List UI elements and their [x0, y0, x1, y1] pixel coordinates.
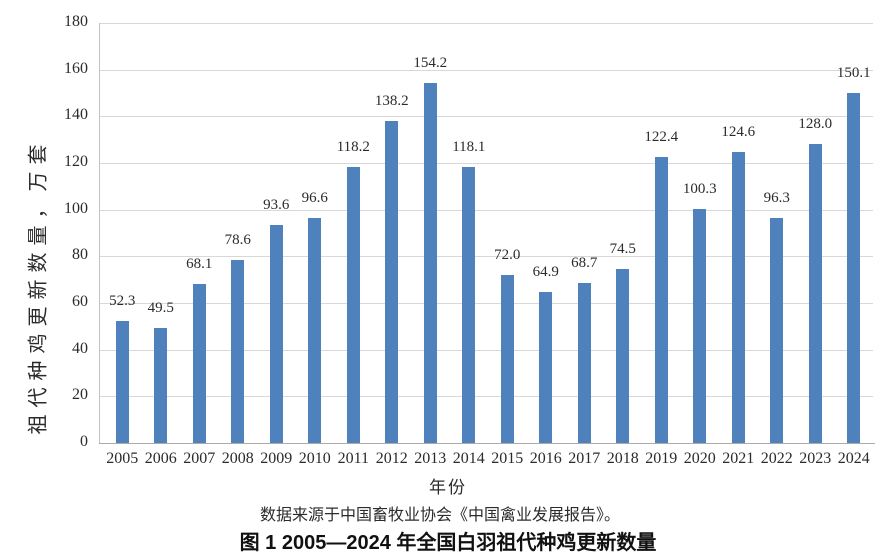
bar-value-label: 74.5 [609, 241, 636, 258]
bar [423, 83, 437, 443]
bar-value-label: 124.6 [721, 124, 756, 141]
x-tick-label: 2016 [529, 450, 562, 467]
bar [154, 327, 168, 443]
bar [385, 120, 399, 443]
x-tick-label: 2006 [144, 450, 177, 467]
bar-value-label: 78.6 [224, 231, 251, 248]
bar [693, 209, 707, 443]
x-tick-label: 2013 [414, 450, 447, 467]
bar [577, 282, 591, 443]
gridline [99, 349, 873, 351]
bar-value-label: 64.9 [532, 263, 559, 280]
bar-value-label: 93.6 [263, 196, 290, 213]
bar [346, 167, 360, 443]
y-tick-label: 0 [80, 433, 88, 450]
figure-caption: 图 1 2005—2024 年全国白羽祖代种鸡更新数量 [239, 532, 657, 554]
bar [616, 269, 630, 443]
y-tick-label: 140 [64, 106, 88, 124]
bar-value-label: 118.2 [336, 139, 370, 156]
x-tick-label: 2022 [760, 450, 793, 467]
bar [770, 218, 784, 443]
x-tick-label: 2010 [298, 450, 331, 467]
bar-value-label: 49.5 [147, 299, 174, 316]
bar-value-label: 96.3 [763, 190, 790, 207]
bar [847, 92, 861, 443]
x-tick-label: 2007 [183, 450, 216, 467]
gridline [99, 209, 873, 211]
x-tick-label: 2011 [337, 450, 369, 467]
x-tick-label: 2024 [837, 450, 870, 467]
bar [192, 284, 206, 443]
bar-value-label: 154.2 [413, 55, 448, 72]
bar-value-label: 96.6 [301, 189, 328, 206]
gridline [99, 116, 873, 118]
gridline [99, 23, 873, 24]
bar-value-label: 138.2 [374, 92, 409, 109]
bar [269, 224, 283, 443]
bar [539, 291, 553, 443]
y-tick-label: 20 [72, 386, 88, 404]
x-tick-label: 2019 [645, 450, 678, 467]
x-tick-label: 2023 [799, 450, 832, 467]
y-tick-label: 60 [72, 293, 88, 310]
y-tick-label: 100 [64, 199, 88, 217]
bar [115, 321, 129, 443]
bar-value-label: 118.1 [452, 139, 486, 156]
x-tick-label: 2015 [491, 450, 524, 467]
bar [654, 157, 668, 443]
bar-value-label: 52.3 [109, 293, 136, 309]
x-tick-label: 2021 [722, 450, 755, 467]
bar [731, 152, 745, 443]
bar-value-label: 68.1 [186, 256, 213, 273]
bar [231, 259, 245, 443]
bar-value-label: 100.3 [682, 181, 717, 197]
gridline [99, 396, 873, 398]
x-tick-label: 2012 [375, 450, 408, 467]
x-tick-label: 2014 [452, 450, 485, 467]
y-tick-label: 160 [64, 59, 88, 77]
bar-value-label: 122.4 [644, 129, 679, 146]
x-tick-label: 2008 [221, 450, 254, 467]
bar [808, 144, 822, 443]
x-tick-label: 2009 [260, 450, 293, 467]
y-axis-line [99, 23, 100, 443]
x-axis-title: 年份 [429, 478, 467, 497]
x-tick-label: 2020 [683, 450, 716, 467]
x-tick-label: 2018 [606, 450, 639, 467]
x-tick-label: 2005 [106, 450, 139, 467]
gridline [99, 69, 873, 71]
bar-value-label: 72.0 [494, 247, 521, 263]
y-tick-label: 80 [72, 246, 88, 264]
gridline [99, 303, 873, 304]
bar-value-label: 68.7 [571, 254, 598, 271]
bar [308, 217, 322, 443]
gridline [99, 163, 873, 164]
bar-value-label: 150.1 [836, 64, 871, 81]
bar [462, 167, 476, 443]
gridline [99, 256, 873, 258]
y-tick-label: 40 [72, 339, 88, 357]
x-axis-line [99, 443, 875, 444]
bar-value-label: 128.0 [798, 116, 833, 133]
source-note: 数据来源于中国畜牧业协会《中国禽业发展报告》。 [259, 507, 620, 524]
y-tick-label: 120 [64, 153, 88, 170]
y-tick-label: 180 [64, 13, 88, 30]
x-tick-label: 2017 [568, 450, 601, 467]
bar [500, 275, 514, 443]
